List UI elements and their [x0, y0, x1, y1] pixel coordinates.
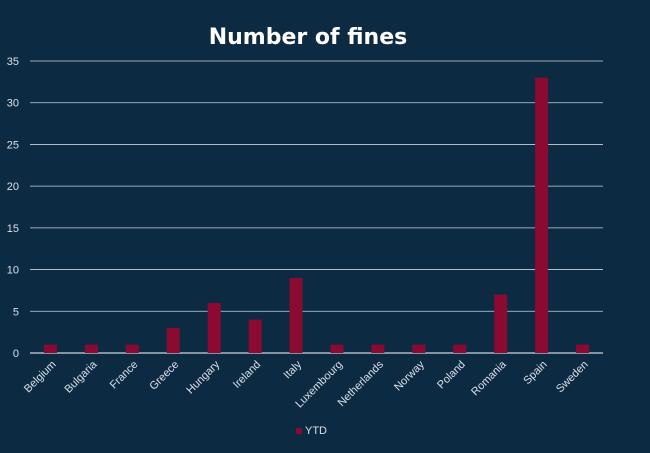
gridlines — [30, 60, 603, 354]
bar-italy — [289, 277, 303, 353]
legend-label: YTD — [305, 425, 327, 437]
x-tick-label: Belgium — [22, 359, 59, 396]
y-tick-label: 20 — [7, 181, 19, 193]
y-axis-ticks: 0 5 10 15 20 25 30 35 — [7, 56, 19, 360]
legend-swatch — [296, 428, 302, 434]
bar-sweden — [576, 344, 590, 353]
y-tick-label: 0 — [13, 348, 19, 360]
y-tick-label: 25 — [7, 139, 19, 151]
x-tick-label: Sweden — [554, 359, 591, 396]
x-tick-label: Ireland — [231, 359, 263, 391]
y-tick-label: 5 — [13, 306, 19, 318]
chart-title: Number of fines — [209, 25, 408, 50]
x-tick-label: Romania — [469, 358, 509, 398]
bar-netherlands — [371, 344, 385, 353]
x-tick-label: Poland — [435, 359, 468, 392]
bar-romania — [494, 294, 508, 353]
y-tick-label: 30 — [7, 98, 19, 110]
x-tick-label: Italy — [281, 358, 304, 381]
bar-spain — [535, 77, 549, 353]
bars — [43, 77, 590, 353]
y-tick-label: 10 — [7, 265, 19, 277]
y-tick-label: 35 — [7, 56, 19, 68]
bar-poland — [453, 344, 467, 353]
bar-bulgaria — [84, 344, 98, 353]
bar-belgium — [43, 344, 57, 353]
bar-luxembourg — [330, 344, 344, 353]
bar-norway — [412, 344, 426, 353]
x-tick-label: Bulgaria — [62, 358, 100, 396]
x-tick-label: Hungary — [184, 358, 222, 396]
x-axis-labels: Belgium Bulgaria France Greece Hungary Irelan… — [22, 358, 591, 410]
bar-greece — [166, 327, 180, 353]
x-tick-label: Greece — [147, 359, 181, 393]
legend: YTD — [296, 425, 327, 437]
bar-hungary — [207, 302, 221, 353]
y-tick-label: 15 — [7, 223, 19, 235]
x-tick-label: France — [108, 359, 141, 392]
x-tick-label: Norway — [392, 358, 427, 393]
x-tick-label: Spain — [521, 359, 549, 387]
bar-france — [125, 344, 139, 353]
bar-ireland — [248, 319, 262, 353]
